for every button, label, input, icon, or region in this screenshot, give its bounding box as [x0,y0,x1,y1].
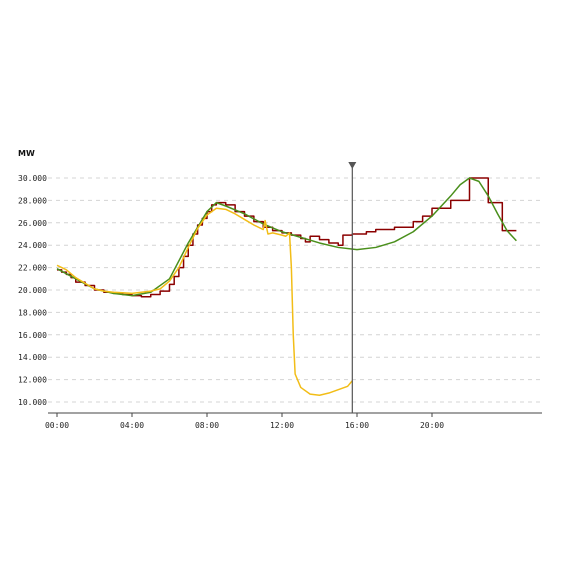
current-time-handle[interactable] [348,162,357,169]
y-tick-label: 16.000 [18,331,47,340]
x-tick-label: 00:00 [45,421,69,430]
y-tick-label: 14.000 [18,353,47,362]
y-tick-label: 28.000 [18,196,47,205]
series-line-2 [56,177,517,297]
y-axis-ticks: 10.000 12.000 14.000 16.000 18.000 20.000 22.0… [18,174,47,407]
y-tick-label: 12.000 [18,376,47,385]
x-tick-label: 16:00 [345,421,369,430]
x-tick-label: 20:00 [420,421,444,430]
grid-lines [48,177,542,403]
current-time-marker[interactable] [348,162,357,413]
y-unit-label: MW [18,149,35,158]
x-axis-ticks: 00:00 04:00 08:00 12:00 16:00 20:00 [45,413,444,430]
series-group [56,177,517,397]
y-tick-label: 20.000 [18,286,47,295]
y-tick-label: 24.000 [18,241,47,250]
y-tick-label: 30.000 [18,174,47,183]
series-line-1 [57,177,517,298]
y-tick-label: 26.000 [18,219,47,228]
x-tick-label: 12:00 [270,421,294,430]
x-tick-label: 04:00 [120,421,144,430]
y-tick-label: 10.000 [18,398,47,407]
series-line-3 [56,207,353,397]
x-tick-label: 08:00 [195,421,219,430]
y-tick-label: 18.000 [18,308,47,317]
y-tick-label: 22.000 [18,264,47,273]
